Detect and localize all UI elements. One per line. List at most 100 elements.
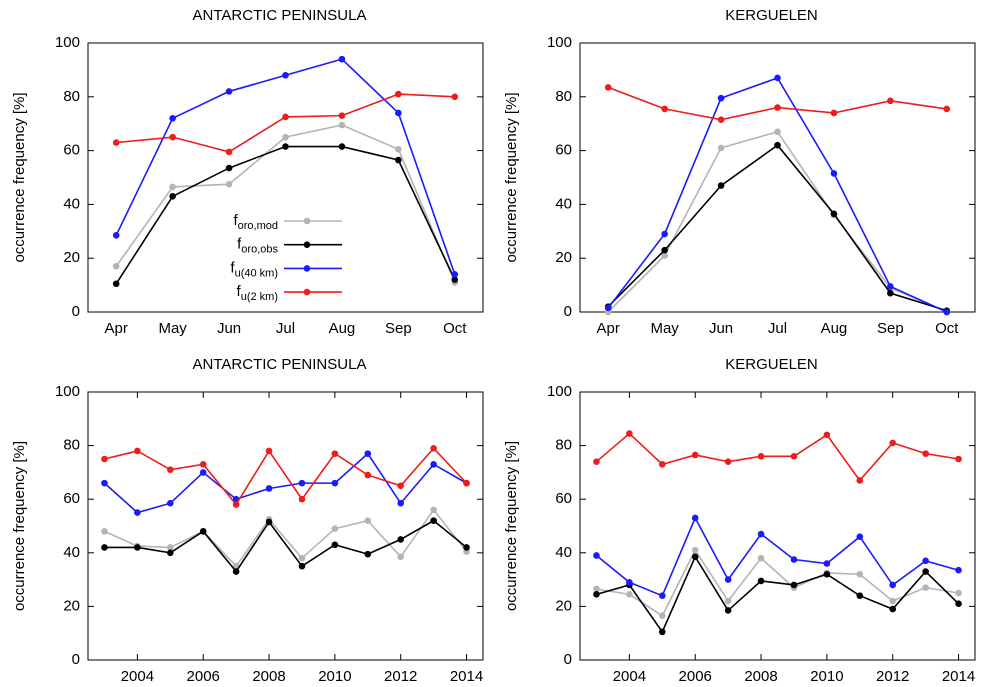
y-tick-label: 0: [564, 651, 572, 668]
y-tick-label: 60: [555, 490, 572, 507]
data-point: [101, 479, 108, 487]
y-tick-label: 80: [63, 437, 80, 454]
y-tick-label: 20: [555, 249, 572, 266]
legend-base: f: [230, 259, 235, 276]
data-point: [889, 439, 897, 447]
data-point: [943, 308, 951, 316]
data-point: [112, 232, 120, 239]
data-point: [717, 144, 725, 152]
data-point: [724, 607, 732, 614]
data-point: [430, 461, 437, 468]
data-point: [282, 133, 289, 141]
data-point: [887, 283, 894, 290]
legend-subscript: oro,mod: [238, 220, 278, 232]
data-point: [298, 562, 306, 570]
data-point: [790, 453, 798, 460]
data-point: [364, 450, 372, 457]
data-point: [757, 530, 765, 538]
plot-frame: [579, 42, 976, 313]
legend-label: fu(2 km): [237, 283, 278, 303]
x-tick-label: Oct: [443, 320, 467, 337]
data-point: [626, 578, 633, 586]
series-line: [607, 144, 948, 312]
data-point: [830, 109, 838, 117]
data-point: [774, 128, 781, 136]
panel: Apr May Jun Jul Aug Sep Oct 0 20 40 60 80 100 ANTARCT…: [11, 7, 484, 337]
data-point: [397, 482, 405, 490]
data-point: [430, 506, 437, 514]
data-point: [593, 585, 600, 593]
data-point: [265, 485, 273, 492]
data-point: [724, 576, 732, 583]
data-point: [593, 458, 600, 465]
data-point: [430, 517, 437, 524]
data-point: [225, 88, 233, 95]
data-point: [661, 105, 668, 113]
data-point: [338, 112, 346, 119]
data-point: [593, 591, 600, 598]
y-tick-label: 60: [555, 142, 572, 159]
data-point: [823, 431, 831, 439]
data-point: [397, 536, 405, 543]
data-point: [169, 183, 176, 191]
data-point: [225, 164, 233, 172]
data-point: [774, 74, 781, 82]
data-point: [856, 533, 864, 541]
legend-label: fu(40 km): [230, 259, 278, 279]
series-line: [115, 145, 456, 285]
data-point: [166, 544, 174, 551]
data-point: [830, 170, 838, 177]
data-point: [430, 444, 437, 452]
data-point: [593, 552, 600, 559]
y-tick-label: 100: [55, 34, 80, 51]
y-tick-label: 80: [63, 88, 80, 105]
data-point: [166, 466, 174, 474]
data-point: [166, 499, 174, 507]
data-point: [757, 577, 765, 585]
data-point: [225, 180, 233, 188]
series-line: [595, 516, 959, 597]
data-point: [282, 71, 289, 79]
data-point: [830, 210, 838, 218]
series-line: [103, 452, 467, 514]
panel: Apr May Jun Jul Aug Sep Oct 0 20 40 60 80 100 KERGUEL…: [503, 7, 976, 337]
data-point: [604, 84, 612, 91]
x-tick-label: Jun: [217, 320, 241, 337]
data-point: [395, 109, 402, 117]
x-tick-label: 2004: [121, 668, 154, 685]
data-point: [955, 589, 962, 597]
series-line: [104, 519, 468, 573]
x-tick-label: May: [650, 320, 679, 337]
legend-subscript: oro,obs: [241, 244, 278, 256]
legend-subscript: u(2 km): [241, 291, 278, 303]
chart-title: ANTARCTIC PENINSULA: [193, 7, 367, 24]
data-point: [451, 276, 459, 284]
data-point: [626, 430, 633, 437]
x-tick-label: Jul: [276, 320, 295, 337]
data-point: [338, 55, 346, 63]
data-point: [397, 553, 405, 561]
y-tick-label: 0: [72, 651, 80, 668]
x-tick-label: Aug: [329, 320, 356, 337]
data-point: [364, 550, 372, 558]
data-point: [265, 518, 273, 526]
y-tick-label: 0: [564, 303, 572, 320]
data-point: [658, 592, 666, 599]
x-tick-label: 2014: [450, 668, 483, 685]
data-point: [626, 591, 633, 598]
data-point: [364, 471, 372, 479]
data-point: [232, 501, 240, 508]
data-point: [169, 193, 176, 200]
series-line: [595, 432, 959, 482]
x-tick-label: Aug: [821, 320, 848, 337]
x-tick-label: Sep: [385, 320, 412, 337]
data-point: [282, 143, 289, 150]
data-point: [199, 528, 207, 535]
y-axis-label: occurrence frequency [%]: [11, 92, 28, 262]
data-point: [790, 581, 798, 589]
series-line: [596, 548, 959, 617]
data-point: [887, 289, 894, 297]
data-point: [691, 546, 699, 554]
y-axis-label: occurrence frequency [%]: [11, 441, 28, 611]
y-tick-label: 60: [63, 490, 80, 507]
